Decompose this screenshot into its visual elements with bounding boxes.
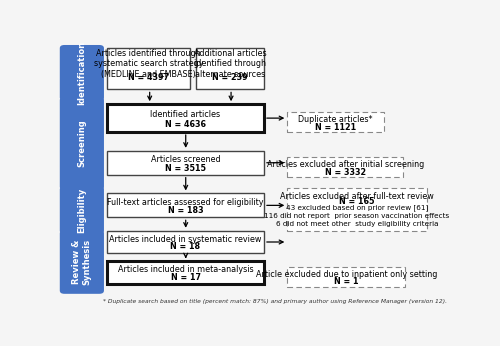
Text: N = 3332: N = 3332 — [325, 168, 366, 177]
Text: N = 165: N = 165 — [339, 197, 375, 206]
FancyBboxPatch shape — [107, 104, 264, 132]
Text: N = 18: N = 18 — [170, 243, 200, 252]
FancyBboxPatch shape — [196, 48, 264, 90]
Text: N = 183: N = 183 — [168, 206, 203, 215]
FancyBboxPatch shape — [107, 231, 264, 253]
Text: Identification: Identification — [78, 41, 86, 105]
Text: Duplicate articles*: Duplicate articles* — [298, 115, 373, 124]
FancyBboxPatch shape — [60, 230, 104, 294]
Text: Identified articles: Identified articles — [150, 110, 220, 119]
FancyBboxPatch shape — [107, 151, 264, 175]
Text: Review &
Synthesis: Review & Synthesis — [72, 239, 92, 285]
Text: Articles screened: Articles screened — [150, 155, 220, 164]
Text: * Duplicate search based on title (percent match: 87%) and primary author using : * Duplicate search based on title (perce… — [103, 299, 447, 304]
FancyBboxPatch shape — [60, 186, 104, 234]
Text: Full-text articles assessed for eligibility: Full-text articles assessed for eligibil… — [108, 198, 264, 207]
FancyBboxPatch shape — [287, 112, 384, 132]
Text: N = 4636: N = 4636 — [165, 120, 206, 129]
Text: N = 3515: N = 3515 — [165, 164, 206, 173]
Text: Articles included in systematic review: Articles included in systematic review — [110, 235, 262, 244]
Text: Screening: Screening — [78, 120, 86, 167]
Text: Articles excluded after full-text review: Articles excluded after full-text review — [280, 192, 434, 201]
FancyBboxPatch shape — [107, 193, 264, 217]
Text: Articles identified through
systematic search strategy
(MEDLINE and EMBASE): Articles identified through systematic s… — [94, 49, 204, 79]
Text: Eligibility: Eligibility — [78, 188, 86, 233]
Text: 43 excluded based on prior review [61]
116 did not report  prior season vaccinat: 43 excluded based on prior review [61] 1… — [264, 204, 450, 227]
FancyBboxPatch shape — [287, 157, 404, 177]
Text: Articles excluded after initial screening: Articles excluded after initial screenin… — [267, 160, 424, 169]
Text: Articles included in meta-analysis: Articles included in meta-analysis — [118, 265, 254, 274]
FancyBboxPatch shape — [107, 48, 190, 90]
FancyBboxPatch shape — [60, 45, 104, 101]
Text: N = 239: N = 239 — [212, 73, 248, 82]
Text: N = 4397: N = 4397 — [128, 73, 169, 82]
Text: Additional articles
identified through
alternate sources: Additional articles identified through a… — [194, 49, 266, 79]
Text: N = 1: N = 1 — [334, 277, 358, 286]
FancyBboxPatch shape — [287, 188, 427, 231]
Text: Article excluded due to inpatient only setting: Article excluded due to inpatient only s… — [256, 270, 437, 279]
FancyBboxPatch shape — [107, 261, 264, 284]
Text: N = 1121: N = 1121 — [315, 122, 356, 131]
FancyBboxPatch shape — [60, 97, 104, 190]
FancyBboxPatch shape — [287, 267, 406, 286]
Text: N = 17: N = 17 — [170, 273, 200, 282]
